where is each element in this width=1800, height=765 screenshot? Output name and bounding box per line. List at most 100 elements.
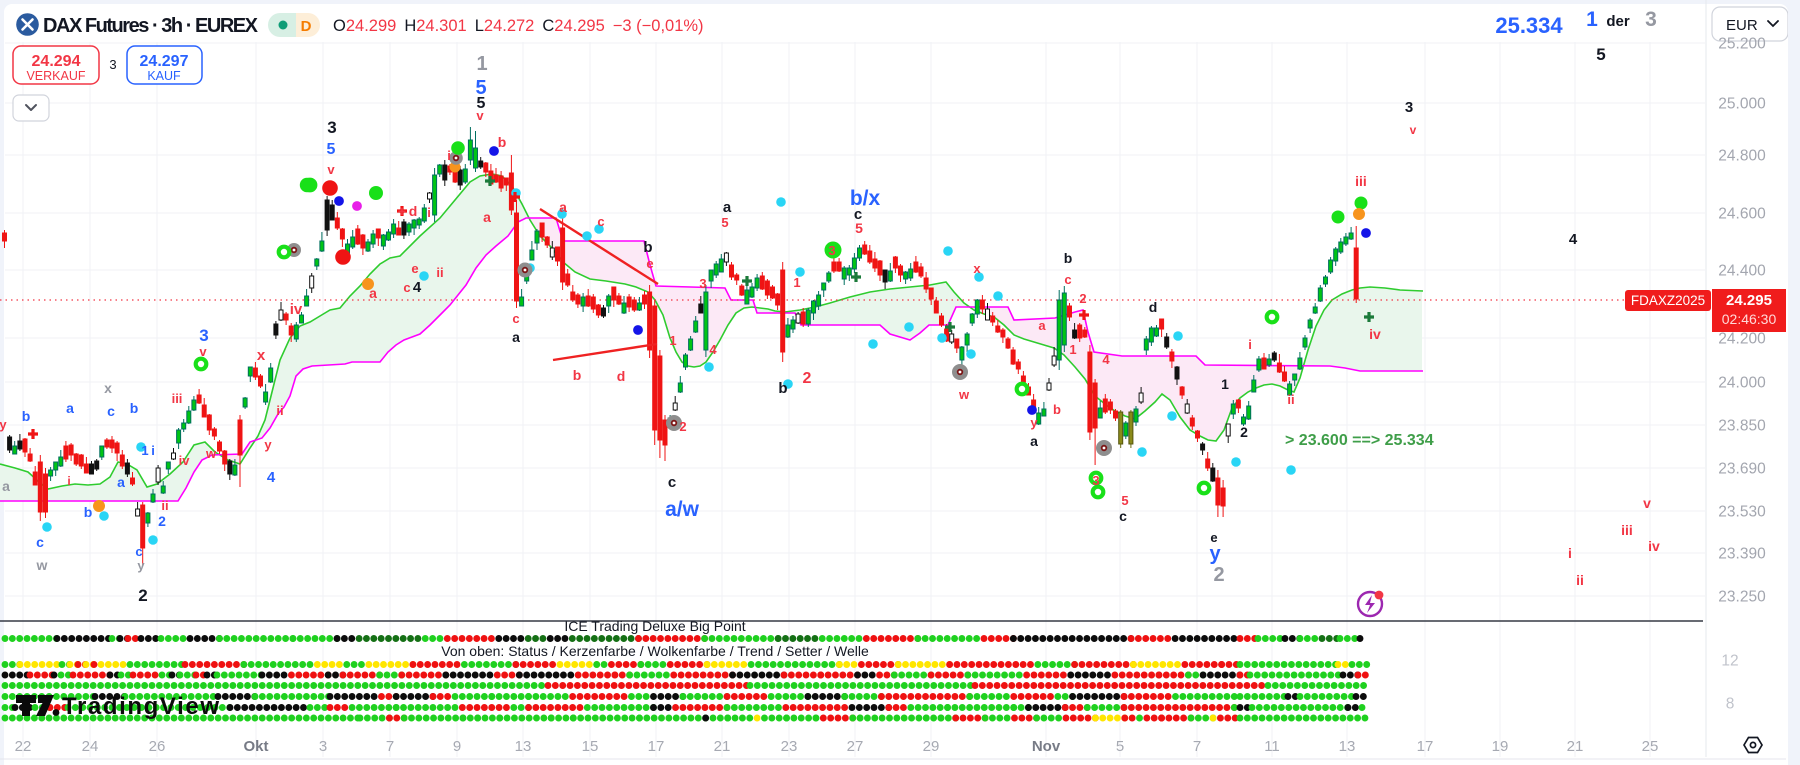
svg-text:c: c [597,214,604,229]
svg-text:v: v [199,344,207,359]
svg-text:2: 2 [138,586,147,605]
svg-text:17: 17 [1417,738,1434,755]
svg-text:17: 17 [648,738,665,755]
svg-text:23.390: 23.390 [1718,546,1766,563]
svg-text:1: 1 [1586,8,1598,31]
svg-text:29: 29 [923,738,940,755]
svg-text:y: y [264,437,272,452]
svg-text:5: 5 [855,220,863,236]
svg-text:i: i [427,205,431,220]
svg-text:13: 13 [1339,738,1356,755]
svg-text:i: i [1248,337,1252,352]
svg-text:3: 3 [319,738,327,755]
svg-text:5: 5 [327,141,336,158]
svg-text:c: c [1064,272,1071,287]
svg-text:v: v [327,162,335,177]
svg-text:23.850: 23.850 [1718,418,1766,435]
svg-text:7: 7 [386,738,394,755]
svg-text:26: 26 [149,738,166,755]
svg-text:e: e [411,261,418,276]
svg-text:4: 4 [709,342,717,357]
svg-text:D: D [301,18,312,35]
svg-text:c: c [403,280,410,295]
svg-text:5: 5 [475,77,486,99]
svg-text:3: 3 [199,326,208,345]
svg-text:iii: iii [172,391,183,406]
svg-text:23: 23 [781,738,798,755]
svg-text:b: b [778,380,787,397]
svg-text:w: w [958,387,970,402]
svg-text:11: 11 [1264,738,1280,755]
svg-text:iv: iv [1369,326,1381,342]
svg-text:e: e [646,256,653,271]
svg-text:d: d [1149,299,1158,315]
svg-text:9: 9 [453,738,461,755]
svg-text:a: a [559,199,567,215]
svg-text:i: i [67,474,70,488]
svg-text:3: 3 [699,276,706,291]
svg-text:a: a [66,400,74,416]
svg-text:x: x [104,380,112,396]
svg-text:d: d [409,203,418,219]
svg-text:25.000: 25.000 [1718,96,1766,113]
svg-text:23.690: 23.690 [1718,461,1766,478]
svg-text:3: 3 [1645,8,1657,31]
svg-text:b: b [498,134,507,150]
svg-text:x: x [973,261,981,276]
svg-text:02:46:30: 02:46:30 [1722,311,1777,327]
svg-text:2: 2 [158,513,166,529]
svg-text:c: c [135,544,142,559]
svg-text:24.400: 24.400 [1718,263,1766,280]
svg-text:+: + [398,203,406,219]
svg-text:y: y [1030,415,1038,430]
svg-text:DAX Futures · 3h · EUREX: DAX Futures · 3h · EUREX [43,15,259,37]
svg-text:v: v [1643,495,1651,511]
svg-text:1: 1 [793,275,800,290]
svg-text:1: 1 [1221,376,1229,392]
svg-text:a: a [1038,318,1046,333]
svg-text:2: 2 [1240,424,1248,440]
svg-text:d: d [617,368,626,384]
svg-text:3: 3 [828,243,835,258]
svg-text:3: 3 [1092,473,1099,488]
svg-text:i: i [151,443,155,458]
svg-text:3: 3 [109,57,116,72]
svg-text:22: 22 [15,738,32,755]
svg-text:i: i [1568,545,1572,561]
svg-text:b: b [84,504,93,520]
svg-text:a: a [369,285,377,301]
svg-text:a: a [1030,433,1038,449]
svg-text:y: y [1209,543,1221,565]
svg-text:19: 19 [1492,738,1509,755]
svg-text:b: b [573,367,582,383]
svg-text:b: b [643,239,652,256]
svg-text:c: c [854,206,862,223]
svg-text:FDAXZ2025: FDAXZ2025 [1631,293,1705,308]
svg-text:c: c [107,403,115,419]
svg-text:iv: iv [1648,538,1660,554]
svg-text:8: 8 [1726,696,1735,713]
svg-text:5: 5 [1596,45,1605,64]
svg-text:21: 21 [1567,738,1584,755]
svg-text:a: a [483,209,491,225]
svg-text:1: 1 [476,53,487,75]
svg-text:Nov: Nov [1032,738,1061,755]
svg-text:a: a [512,329,520,345]
svg-text:EUR: EUR [1726,17,1758,34]
svg-text:i: i [447,148,451,163]
svg-text:2: 2 [803,370,812,387]
svg-text:23.530: 23.530 [1718,504,1766,521]
svg-text:2: 2 [679,419,686,434]
svg-text:2: 2 [1213,564,1224,586]
svg-text:a: a [2,478,10,494]
svg-text:24.294: 24.294 [32,53,81,70]
svg-text:e: e [1210,530,1217,545]
svg-text:y: y [0,417,7,432]
svg-text:25: 25 [1642,738,1659,755]
svg-text:ICE Trading Deluxe Big Point: ICE Trading Deluxe Big Point [564,618,745,634]
svg-text:5: 5 [1121,493,1128,508]
svg-text:v: v [1410,123,1417,137]
svg-text:iv: iv [290,301,303,318]
svg-text:4: 4 [1569,231,1578,248]
svg-text:4: 4 [1102,352,1110,367]
